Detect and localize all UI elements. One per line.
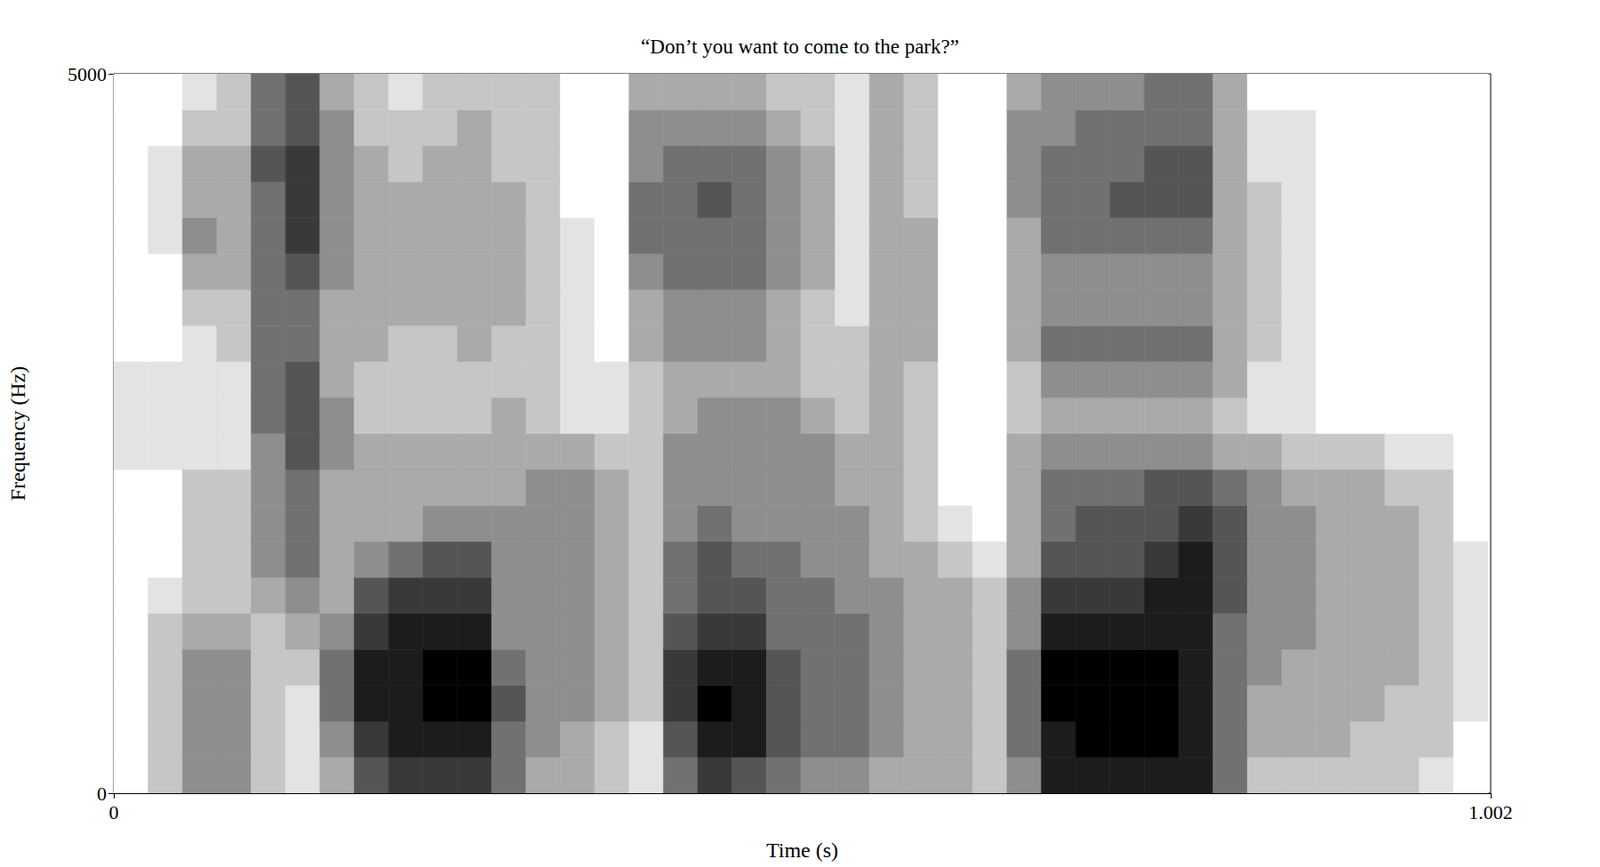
svg-text:Time (s): Time (s)	[766, 838, 839, 862]
svg-text:5000: 5000	[67, 63, 107, 86]
svg-text:0: 0	[96, 782, 107, 805]
svg-text:1.002: 1.002	[1468, 800, 1513, 824]
svg-text:“Don’t you want to come to the: “Don’t you want to come to the park?”	[640, 35, 960, 58]
svg-text:Frequency (Hz): Frequency (Hz)	[6, 366, 30, 501]
svg-text:0: 0	[109, 800, 120, 824]
